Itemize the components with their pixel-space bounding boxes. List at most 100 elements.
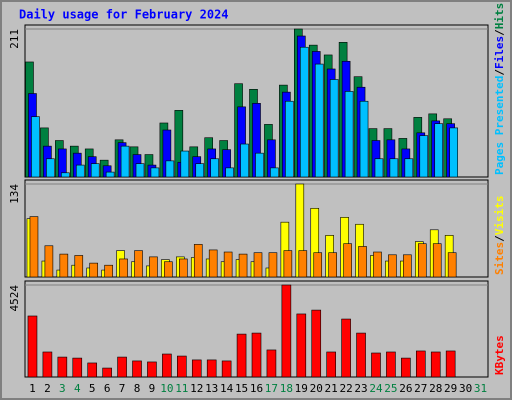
x-tick-label: 3 bbox=[59, 382, 66, 395]
bar bbox=[193, 244, 203, 278]
bar bbox=[417, 243, 427, 278]
bar bbox=[300, 46, 309, 178]
bar bbox=[195, 163, 205, 178]
bar bbox=[311, 309, 322, 378]
bar bbox=[343, 243, 352, 278]
x-tick-label: 20 bbox=[310, 382, 323, 395]
bar bbox=[225, 167, 234, 178]
x-tick-label: 2 bbox=[44, 382, 51, 395]
bar bbox=[373, 251, 382, 278]
bar bbox=[210, 158, 219, 178]
bar bbox=[221, 360, 232, 378]
bar bbox=[296, 313, 307, 378]
bar bbox=[403, 254, 412, 278]
bar bbox=[132, 360, 142, 378]
legend: KBytes bbox=[493, 335, 506, 375]
bar bbox=[432, 243, 442, 278]
bar bbox=[283, 250, 293, 278]
x-tick-label: 11 bbox=[175, 382, 188, 395]
bar bbox=[150, 167, 160, 178]
bar bbox=[389, 158, 399, 178]
bar bbox=[104, 264, 113, 278]
bar bbox=[281, 284, 292, 378]
x-tick-label: 26 bbox=[399, 382, 412, 395]
bar bbox=[42, 351, 53, 378]
bar bbox=[445, 350, 456, 378]
x-tick-label: 28 bbox=[429, 382, 442, 395]
bar bbox=[371, 352, 381, 378]
bar bbox=[162, 353, 172, 378]
x-tick-label: 29 bbox=[444, 382, 457, 395]
bar bbox=[105, 171, 115, 178]
bar bbox=[46, 158, 55, 178]
bar bbox=[238, 253, 248, 278]
bar bbox=[268, 252, 278, 278]
bar bbox=[89, 262, 99, 278]
y-tick-label: 211 bbox=[8, 29, 21, 49]
bar bbox=[386, 351, 396, 378]
x-tick-label: 15 bbox=[235, 382, 248, 395]
bar bbox=[165, 160, 175, 178]
x-tick-label: 17 bbox=[265, 382, 278, 395]
legend-entry: KBytes bbox=[493, 335, 506, 375]
y-tick-label: 134 bbox=[8, 184, 21, 204]
bar bbox=[356, 332, 366, 378]
bar bbox=[135, 163, 145, 178]
bar bbox=[251, 332, 262, 378]
legend-text: Pages Presented/Files/Hits bbox=[493, 3, 506, 175]
bar bbox=[61, 172, 70, 178]
x-tick-label: 10 bbox=[160, 382, 173, 395]
bar bbox=[191, 359, 202, 378]
x-tick-label: 6 bbox=[104, 382, 111, 395]
x-tick-label: 24 bbox=[369, 382, 383, 395]
bar bbox=[120, 145, 130, 178]
bar bbox=[236, 333, 247, 378]
bar bbox=[270, 167, 279, 178]
bar bbox=[72, 357, 83, 378]
bar bbox=[430, 351, 441, 378]
bar bbox=[341, 318, 351, 378]
bar bbox=[447, 252, 457, 278]
chart-title: Daily usage for February 2024 bbox=[19, 8, 229, 22]
bar bbox=[253, 252, 263, 278]
bar bbox=[401, 357, 411, 378]
bar bbox=[240, 143, 249, 178]
bar bbox=[358, 246, 367, 278]
legend-entry: Files bbox=[493, 36, 506, 69]
bar bbox=[449, 127, 458, 178]
legend-entry: Hits bbox=[493, 3, 506, 30]
bar bbox=[119, 258, 128, 278]
bar bbox=[87, 362, 98, 378]
x-tick-label: 27 bbox=[414, 382, 427, 395]
bar bbox=[326, 351, 336, 378]
bar bbox=[328, 252, 337, 278]
bar bbox=[74, 255, 84, 278]
bar bbox=[223, 251, 233, 278]
legend-entry: Visits bbox=[493, 196, 506, 236]
bar bbox=[179, 258, 188, 278]
bar bbox=[29, 216, 39, 278]
x-tick-label: 16 bbox=[250, 382, 263, 395]
bar bbox=[44, 245, 54, 278]
x-tick-label: 14 bbox=[220, 382, 234, 395]
bar bbox=[329, 79, 339, 178]
bar bbox=[344, 91, 354, 178]
bar bbox=[147, 361, 157, 378]
bar bbox=[415, 350, 426, 378]
bar bbox=[149, 256, 158, 278]
bar bbox=[419, 135, 429, 178]
bar bbox=[134, 250, 143, 278]
x-tick-label: 22 bbox=[339, 382, 352, 395]
bar bbox=[31, 116, 40, 178]
bar bbox=[313, 252, 323, 278]
bar bbox=[255, 152, 264, 178]
legend-separator: / bbox=[493, 69, 506, 76]
bar bbox=[177, 355, 187, 378]
x-tick-label: 13 bbox=[205, 382, 218, 395]
bar bbox=[102, 367, 112, 378]
bar bbox=[57, 356, 68, 378]
legend-entry: Sites bbox=[493, 242, 506, 275]
legend: Pages Presented/Files/Hits bbox=[493, 3, 506, 175]
x-tick-label: 25 bbox=[384, 382, 397, 395]
